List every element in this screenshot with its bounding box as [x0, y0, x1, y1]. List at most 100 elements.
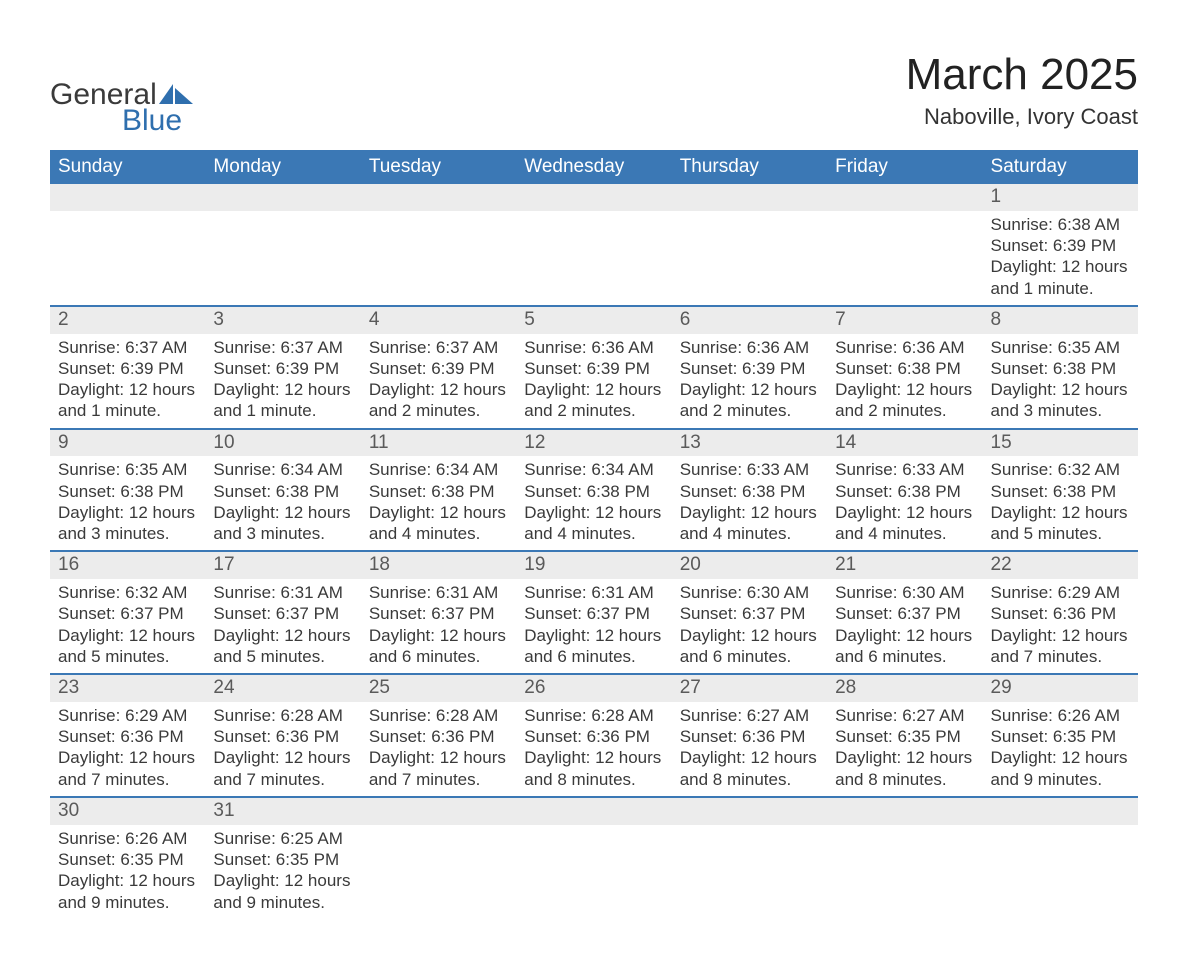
calendar-day-cell [516, 184, 671, 306]
sunset-line: Sunset: 6:38 PM [835, 481, 974, 502]
day-number: 5 [516, 307, 671, 334]
day-body: Sunrise: 6:37 AMSunset: 6:39 PMDaylight:… [205, 334, 360, 428]
day-number [516, 798, 671, 825]
day-body [205, 211, 360, 220]
day-number [361, 798, 516, 825]
sunset-line: Sunset: 6:37 PM [835, 603, 974, 624]
day-number: 27 [672, 675, 827, 702]
day-number: 21 [827, 552, 982, 579]
sunrise-line: Sunrise: 6:37 AM [213, 337, 352, 358]
daylight-line: Daylight: 12 hours and 3 minutes. [213, 502, 352, 545]
sunset-line: Sunset: 6:39 PM [213, 358, 352, 379]
sunset-line: Sunset: 6:36 PM [213, 726, 352, 747]
day-body: Sunrise: 6:31 AMSunset: 6:37 PMDaylight:… [205, 579, 360, 673]
calendar-day-cell: 10Sunrise: 6:34 AMSunset: 6:38 PMDayligh… [205, 429, 360, 552]
calendar-day-cell: 6Sunrise: 6:36 AMSunset: 6:39 PMDaylight… [672, 306, 827, 429]
sunrise-line: Sunrise: 6:31 AM [524, 582, 663, 603]
day-body: Sunrise: 6:32 AMSunset: 6:37 PMDaylight:… [50, 579, 205, 673]
page-header: General Blue March 2025 Naboville, Ivory… [50, 50, 1138, 138]
title-block: March 2025 Naboville, Ivory Coast [906, 50, 1138, 130]
sunset-line: Sunset: 6:36 PM [991, 603, 1130, 624]
day-number: 24 [205, 675, 360, 702]
calendar-day-cell: 30Sunrise: 6:26 AMSunset: 6:35 PMDayligh… [50, 797, 205, 919]
day-number: 30 [50, 798, 205, 825]
sunrise-line: Sunrise: 6:30 AM [835, 582, 974, 603]
sunset-line: Sunset: 6:35 PM [213, 849, 352, 870]
sunset-line: Sunset: 6:38 PM [58, 481, 197, 502]
calendar-day-cell: 17Sunrise: 6:31 AMSunset: 6:37 PMDayligh… [205, 551, 360, 674]
day-body: Sunrise: 6:26 AMSunset: 6:35 PMDaylight:… [983, 702, 1138, 796]
sunset-line: Sunset: 6:38 PM [213, 481, 352, 502]
day-body: Sunrise: 6:27 AMSunset: 6:35 PMDaylight:… [827, 702, 982, 796]
sunset-line: Sunset: 6:39 PM [58, 358, 197, 379]
sunset-line: Sunset: 6:36 PM [58, 726, 197, 747]
daylight-line: Daylight: 12 hours and 5 minutes. [213, 625, 352, 668]
daylight-line: Daylight: 12 hours and 1 minute. [991, 256, 1130, 299]
sunset-line: Sunset: 6:39 PM [524, 358, 663, 379]
calendar-day-cell: 5Sunrise: 6:36 AMSunset: 6:39 PMDaylight… [516, 306, 671, 429]
day-number [50, 184, 205, 211]
day-body [50, 211, 205, 220]
day-number: 28 [827, 675, 982, 702]
calendar-day-cell [672, 184, 827, 306]
day-body [827, 211, 982, 220]
daylight-line: Daylight: 12 hours and 7 minutes. [369, 747, 508, 790]
day-body: Sunrise: 6:35 AMSunset: 6:38 PMDaylight:… [50, 456, 205, 550]
logo-text-blue: Blue [122, 104, 182, 138]
day-number: 7 [827, 307, 982, 334]
daylight-line: Daylight: 12 hours and 2 minutes. [680, 379, 819, 422]
calendar-week-row: 16Sunrise: 6:32 AMSunset: 6:37 PMDayligh… [50, 551, 1138, 674]
day-body: Sunrise: 6:36 AMSunset: 6:39 PMDaylight:… [516, 334, 671, 428]
calendar-day-cell: 7Sunrise: 6:36 AMSunset: 6:38 PMDaylight… [827, 306, 982, 429]
day-body: Sunrise: 6:38 AMSunset: 6:39 PMDaylight:… [983, 211, 1138, 305]
sunset-line: Sunset: 6:38 PM [369, 481, 508, 502]
logo: General Blue [50, 50, 193, 138]
sunrise-line: Sunrise: 6:37 AM [58, 337, 197, 358]
day-number [205, 184, 360, 211]
day-body: Sunrise: 6:28 AMSunset: 6:36 PMDaylight:… [361, 702, 516, 796]
sunset-line: Sunset: 6:38 PM [680, 481, 819, 502]
calendar-day-cell: 23Sunrise: 6:29 AMSunset: 6:36 PMDayligh… [50, 674, 205, 797]
calendar-day-cell: 11Sunrise: 6:34 AMSunset: 6:38 PMDayligh… [361, 429, 516, 552]
day-body: Sunrise: 6:30 AMSunset: 6:37 PMDaylight:… [672, 579, 827, 673]
day-body: Sunrise: 6:36 AMSunset: 6:38 PMDaylight:… [827, 334, 982, 428]
day-number: 11 [361, 430, 516, 457]
day-number: 3 [205, 307, 360, 334]
sunset-line: Sunset: 6:38 PM [991, 358, 1130, 379]
day-number: 1 [983, 184, 1138, 211]
sunrise-line: Sunrise: 6:38 AM [991, 214, 1130, 235]
calendar-week-row: 2Sunrise: 6:37 AMSunset: 6:39 PMDaylight… [50, 306, 1138, 429]
sunrise-line: Sunrise: 6:33 AM [835, 459, 974, 480]
sunset-line: Sunset: 6:35 PM [58, 849, 197, 870]
calendar-day-cell: 31Sunrise: 6:25 AMSunset: 6:35 PMDayligh… [205, 797, 360, 919]
daylight-line: Daylight: 12 hours and 8 minutes. [680, 747, 819, 790]
daylight-line: Daylight: 12 hours and 2 minutes. [524, 379, 663, 422]
sunrise-line: Sunrise: 6:34 AM [369, 459, 508, 480]
day-body: Sunrise: 6:34 AMSunset: 6:38 PMDaylight:… [361, 456, 516, 550]
calendar-day-cell [361, 184, 516, 306]
daylight-line: Daylight: 12 hours and 2 minutes. [369, 379, 508, 422]
day-body [983, 825, 1138, 834]
sunset-line: Sunset: 6:39 PM [369, 358, 508, 379]
daylight-line: Daylight: 12 hours and 4 minutes. [369, 502, 508, 545]
month-title: March 2025 [906, 50, 1138, 100]
daylight-line: Daylight: 12 hours and 4 minutes. [680, 502, 819, 545]
calendar-day-cell: 8Sunrise: 6:35 AMSunset: 6:38 PMDaylight… [983, 306, 1138, 429]
day-body: Sunrise: 6:27 AMSunset: 6:36 PMDaylight:… [672, 702, 827, 796]
calendar-day-cell: 21Sunrise: 6:30 AMSunset: 6:37 PMDayligh… [827, 551, 982, 674]
day-body: Sunrise: 6:33 AMSunset: 6:38 PMDaylight:… [672, 456, 827, 550]
sunrise-line: Sunrise: 6:28 AM [369, 705, 508, 726]
calendar-day-cell: 29Sunrise: 6:26 AMSunset: 6:35 PMDayligh… [983, 674, 1138, 797]
day-number: 17 [205, 552, 360, 579]
daylight-line: Daylight: 12 hours and 1 minute. [213, 379, 352, 422]
daylight-line: Daylight: 12 hours and 8 minutes. [835, 747, 974, 790]
day-body [672, 825, 827, 834]
calendar-day-cell: 22Sunrise: 6:29 AMSunset: 6:36 PMDayligh… [983, 551, 1138, 674]
sunrise-line: Sunrise: 6:32 AM [991, 459, 1130, 480]
sunrise-line: Sunrise: 6:36 AM [680, 337, 819, 358]
day-number [672, 184, 827, 211]
day-body: Sunrise: 6:34 AMSunset: 6:38 PMDaylight:… [205, 456, 360, 550]
day-body: Sunrise: 6:25 AMSunset: 6:35 PMDaylight:… [205, 825, 360, 919]
day-number: 20 [672, 552, 827, 579]
daylight-line: Daylight: 12 hours and 1 minute. [58, 379, 197, 422]
